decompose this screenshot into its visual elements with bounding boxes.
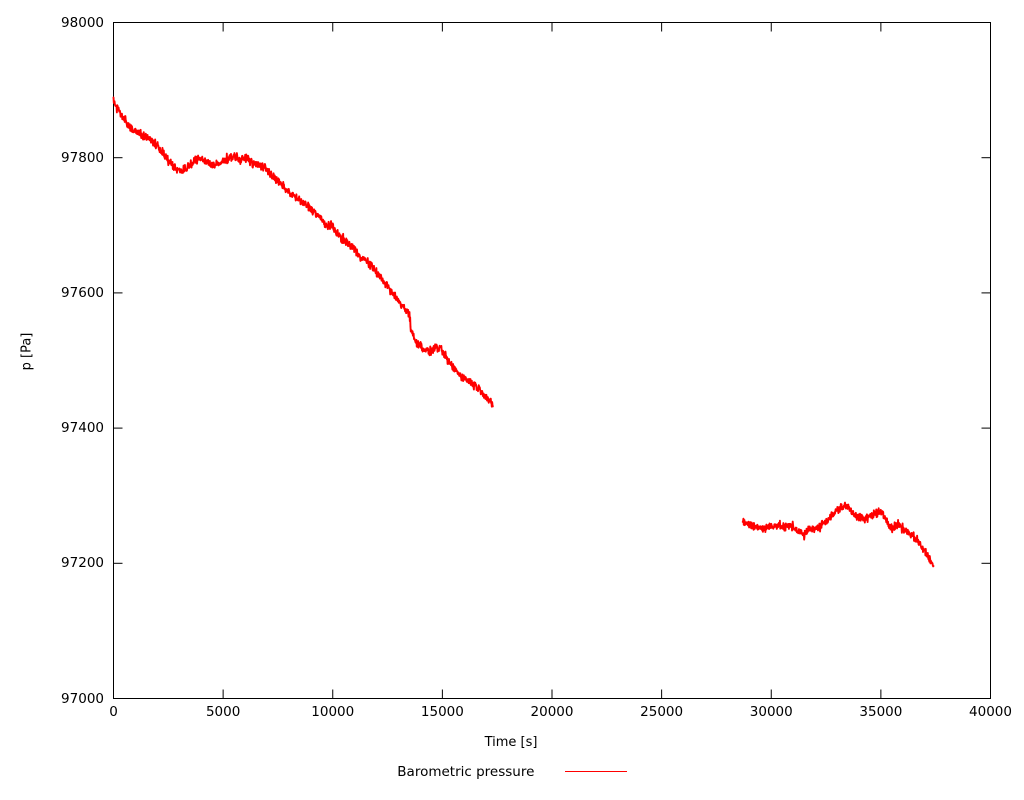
y-tick-label: 97200: [61, 555, 104, 572]
plot-frame: [113, 22, 991, 699]
legend: Barometric pressure: [0, 764, 1024, 780]
x-tick-label: 25000: [640, 704, 684, 720]
x-tick-label: 30000: [749, 704, 793, 720]
axis-ticks: [113, 22, 991, 699]
y-tick-label: 97800: [61, 149, 104, 166]
x-tick-label: 20000: [530, 704, 574, 720]
x-tick-label: 10000: [311, 704, 355, 720]
x-tick-label: 15000: [420, 704, 464, 720]
legend-label: Barometric pressure: [397, 764, 535, 780]
data-series-group: [112, 96, 935, 568]
x-tick-label: 5000: [205, 704, 241, 720]
x-tick-label: 0: [109, 704, 118, 720]
series-line-2: [741, 501, 935, 568]
legend-line-swatch: [564, 770, 627, 772]
y-tick-label: 97000: [61, 690, 104, 707]
x-tick-label: 40000: [969, 704, 1012, 720]
y-tick-label: 97600: [61, 284, 104, 301]
y-tick-label: 98000: [61, 14, 104, 31]
x-tick-label: 35000: [859, 704, 903, 720]
legend-entry: Barometric pressure: [397, 764, 627, 780]
x-axis-title: Time [s]: [484, 735, 538, 750]
y-tick-label: 97400: [61, 420, 104, 437]
series-line-1: [112, 96, 494, 408]
